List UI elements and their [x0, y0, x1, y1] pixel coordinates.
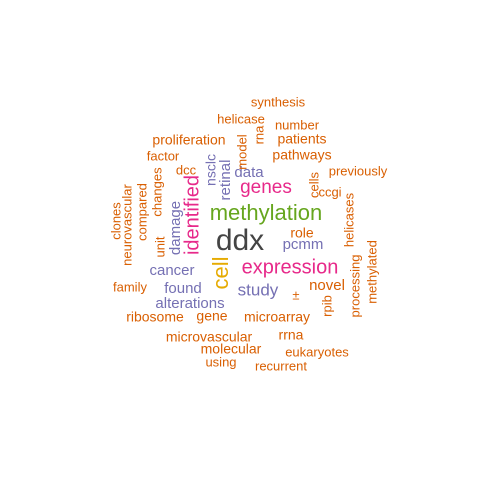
word-proliferation: proliferation: [152, 132, 225, 148]
word-cell: cell: [208, 256, 233, 289]
word-genes: genes: [240, 177, 292, 198]
word-gene: gene: [196, 308, 227, 324]
word-cancer: cancer: [149, 262, 194, 279]
word-processing: processing: [347, 255, 362, 318]
word-methylation: methylation: [210, 200, 323, 225]
word-number: number: [275, 117, 320, 132]
word-unit: unit: [152, 236, 167, 257]
word-rna: rna: [251, 125, 266, 145]
word-plus-minus: ±: [292, 287, 299, 302]
word-retinal: retinal: [217, 160, 234, 201]
word-changes: changes: [149, 167, 164, 217]
word-helicases: helicases: [341, 192, 356, 247]
word-previously: previously: [329, 163, 388, 178]
word-study: study: [238, 280, 279, 299]
word-ccgi: ccgi: [318, 184, 341, 199]
word-damage: damage: [167, 201, 184, 255]
word-eukaryotes: eukaryotes: [285, 344, 349, 359]
word-factor: factor: [147, 148, 180, 163]
word-clones: clones: [108, 202, 123, 240]
word-identified: identified: [181, 175, 203, 255]
word-using: using: [205, 354, 236, 369]
word-family: family: [113, 279, 147, 294]
word-ribosome: ribosome: [126, 309, 184, 325]
word-rpib: rpib: [319, 295, 334, 317]
word-data: data: [234, 164, 264, 181]
word-neurovascular: neurovascular: [119, 184, 134, 266]
word-dcc: dcc: [176, 162, 197, 177]
word-molecular: molecular: [201, 341, 262, 357]
word-recurrent: recurrent: [255, 358, 307, 373]
word-role: role: [290, 225, 314, 241]
word-microvascular: microvascular: [166, 329, 253, 345]
word-synthesis: synthesis: [251, 94, 306, 109]
word-methylated: methylated: [364, 240, 379, 304]
word-patients: patients: [277, 131, 326, 147]
word-ddx: ddx: [216, 224, 264, 257]
word-found: found: [164, 280, 202, 297]
word-nsclc: nsclc: [203, 154, 219, 186]
word-compared: compared: [134, 183, 149, 241]
word-microarray: microarray: [244, 309, 310, 325]
word-rrna: rrna: [279, 327, 304, 343]
word-novel: novel: [309, 277, 345, 294]
word-pcmm: pcmm: [283, 236, 324, 253]
word-cells: cells: [306, 172, 321, 199]
word-pathways: pathways: [272, 147, 331, 163]
word-expression: expression: [242, 256, 339, 278]
word-helicase: helicase: [217, 111, 265, 126]
word-alterations: alterations: [155, 295, 224, 312]
word-model: model: [234, 134, 249, 170]
